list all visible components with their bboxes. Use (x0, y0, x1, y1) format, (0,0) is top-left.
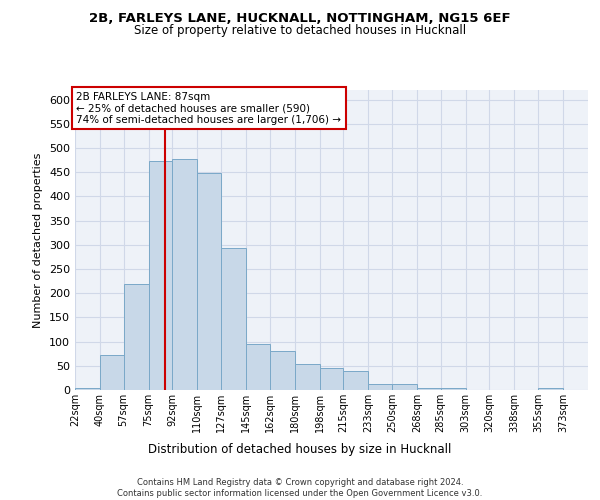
Bar (343, 370, 368, 390)
Text: 2B, FARLEYS LANE, HUCKNALL, NOTTINGHAM, NG15 6EF: 2B, FARLEYS LANE, HUCKNALL, NOTTINGHAM, … (89, 12, 511, 26)
Text: 2B FARLEYS LANE: 87sqm
← 25% of detached houses are smaller (590)
74% of semi-de: 2B FARLEYS LANE: 87sqm ← 25% of detached… (76, 92, 341, 124)
Bar (417, 388, 440, 390)
Text: Contains HM Land Registry data © Crown copyright and database right 2024.
Contai: Contains HM Land Registry data © Crown c… (118, 478, 482, 498)
Bar (538, 388, 563, 390)
Bar (124, 284, 149, 390)
Bar (320, 368, 343, 390)
Bar (392, 384, 417, 390)
Bar (295, 364, 320, 390)
Bar (440, 388, 466, 390)
Text: Size of property relative to detached houses in Hucknall: Size of property relative to detached ho… (134, 24, 466, 37)
Bar (221, 248, 246, 390)
Bar (246, 344, 269, 390)
Bar (100, 355, 124, 390)
Bar (368, 384, 392, 390)
Bar (75, 388, 100, 390)
Bar (269, 352, 295, 390)
Text: Distribution of detached houses by size in Hucknall: Distribution of detached houses by size … (148, 442, 452, 456)
Bar (149, 160, 172, 390)
Y-axis label: Number of detached properties: Number of detached properties (34, 152, 43, 328)
Bar (172, 158, 197, 390)
Bar (197, 172, 221, 390)
